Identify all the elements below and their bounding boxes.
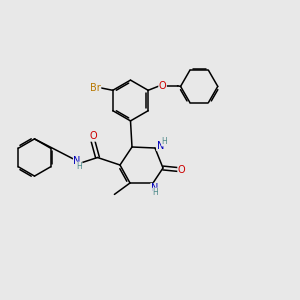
Text: N: N [157, 141, 164, 151]
Text: H: H [76, 162, 82, 171]
Text: Br: Br [90, 83, 101, 93]
Text: H: H [162, 137, 167, 146]
Text: N: N [151, 183, 158, 194]
Text: O: O [159, 81, 167, 91]
Text: O: O [89, 131, 97, 141]
Text: H: H [152, 188, 158, 197]
Text: O: O [178, 164, 185, 175]
Text: N: N [74, 155, 81, 166]
